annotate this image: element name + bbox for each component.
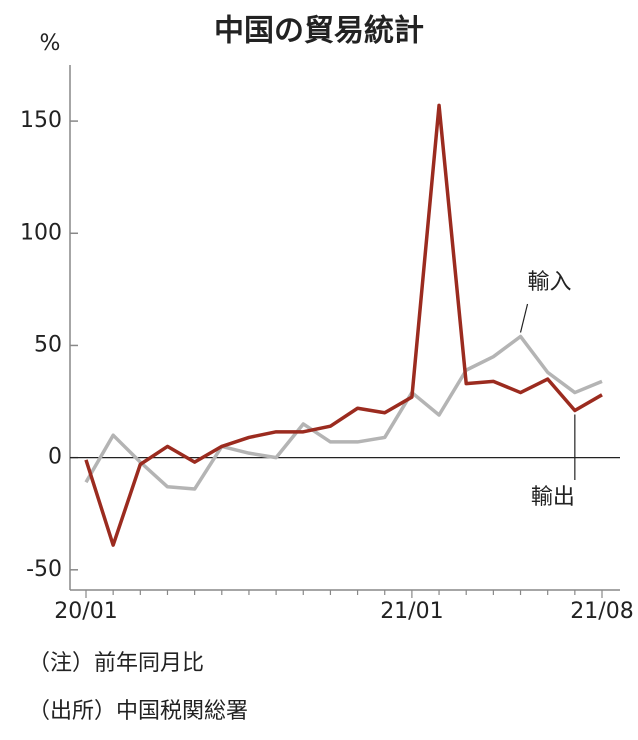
y-unit: % [40, 31, 61, 56]
y-tick-label: 100 [20, 220, 62, 245]
x-tick-label: 20/01 [54, 599, 117, 624]
leader-line [519, 303, 529, 333]
note: （出所）中国税関総署 [28, 699, 248, 724]
y-tick-label: 150 [20, 108, 62, 133]
note: （注）前年同月比 [28, 651, 204, 676]
line-series [84, 334, 603, 491]
line-series [84, 103, 603, 547]
y-tick-label: 0 [48, 445, 62, 470]
series-label: 輸入 [528, 270, 572, 295]
chart-title: 中国の貿易統計 [214, 14, 424, 49]
y-tick-label: 50 [34, 332, 62, 357]
x-tick-label: 21/01 [380, 599, 443, 624]
y-tick-label: -50 [26, 557, 62, 582]
series-label: 輸出 [531, 485, 575, 510]
x-tick-label: 21/08 [570, 599, 633, 624]
